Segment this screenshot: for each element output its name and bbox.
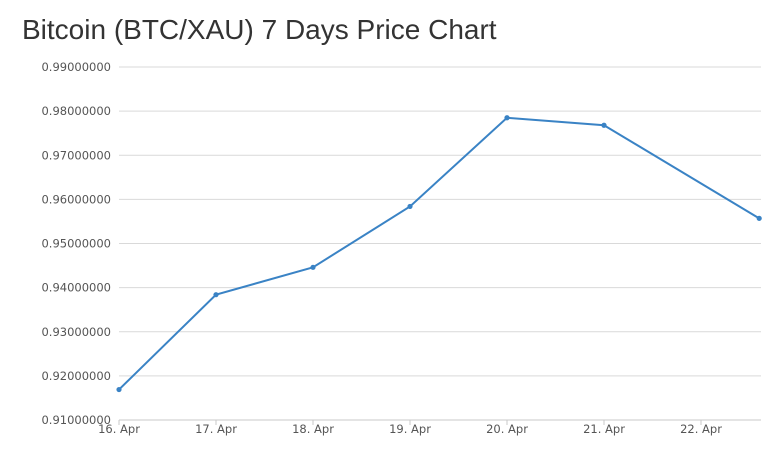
x-tick-label: 16. Apr bbox=[98, 422, 140, 436]
chart-title: Bitcoin (BTC/XAU) 7 Days Price Chart bbox=[22, 14, 497, 45]
series-layer bbox=[116, 115, 762, 393]
x-tick-label: 18. Apr bbox=[292, 422, 334, 436]
data-point[interactable] bbox=[213, 292, 219, 298]
y-tick-label: 0.93000000 bbox=[41, 325, 111, 339]
x-tick-label: 22. Apr bbox=[680, 422, 722, 436]
data-point[interactable] bbox=[756, 215, 762, 221]
y-tick-label: 0.94000000 bbox=[41, 281, 111, 295]
y-tick-label: 0.91000000 bbox=[41, 413, 111, 427]
x-tick-label: 17. Apr bbox=[195, 422, 237, 436]
x-axis-labels: 16. Apr 17. Apr 18. Apr 19. Apr 20. Apr 21. A… bbox=[98, 422, 722, 436]
y-tick-label: 0.97000000 bbox=[41, 148, 111, 162]
data-point[interactable] bbox=[310, 264, 316, 270]
axis-layer bbox=[118, 419, 761, 425]
y-tick-label: 0.92000000 bbox=[41, 369, 111, 383]
data-point[interactable] bbox=[407, 203, 413, 210]
data-point[interactable] bbox=[601, 122, 607, 128]
x-tick-label: 20. Apr bbox=[486, 422, 528, 436]
y-tick-label: 0.95000000 bbox=[41, 237, 111, 251]
y-tick-label: 0.96000000 bbox=[41, 192, 111, 206]
y-tick-label: 0.99000000 bbox=[41, 60, 111, 74]
x-tick-label: 19. Apr bbox=[389, 422, 431, 436]
data-point[interactable] bbox=[504, 115, 510, 121]
data-point[interactable] bbox=[116, 386, 122, 393]
x-tick-label: 21. Apr bbox=[583, 422, 625, 436]
y-axis-labels: 0.91000000 0.92000000 0.93000000 0.94000000… bbox=[41, 60, 111, 427]
series-line bbox=[118, 116, 760, 391]
y-tick-label: 0.98000000 bbox=[41, 104, 111, 118]
grid-layer bbox=[119, 66, 761, 421]
